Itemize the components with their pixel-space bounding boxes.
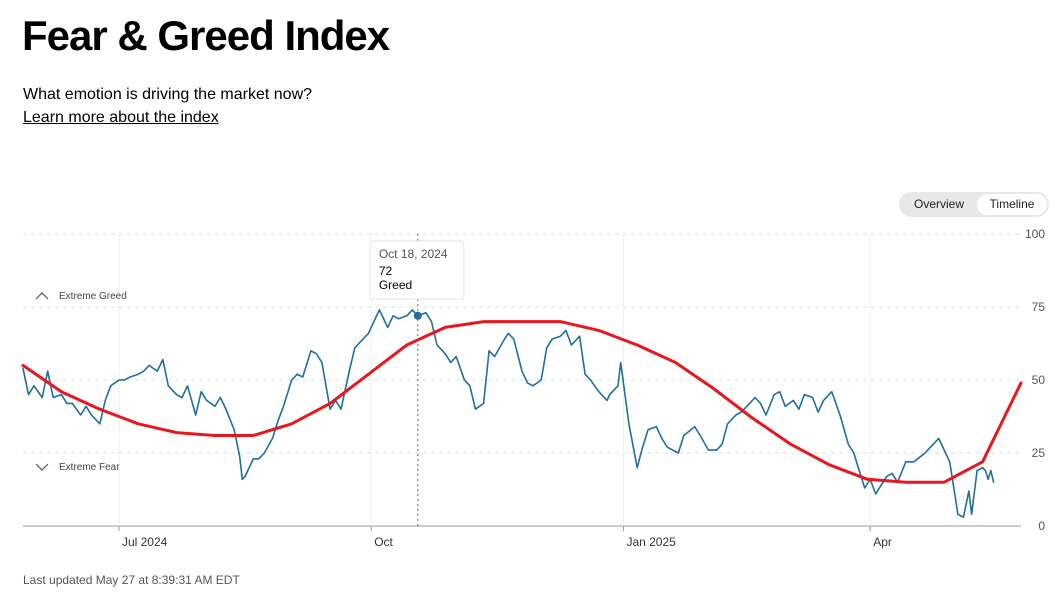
chart-series [21, 309, 1023, 518]
learn-more-link[interactable]: Learn more about the index [23, 109, 219, 126]
y-tick-label: 50 [1032, 373, 1046, 387]
tooltip-rating: Greed [379, 278, 412, 292]
x-tick-label: Oct [374, 535, 393, 549]
y-tick-label: 100 [1025, 227, 1045, 241]
chart-grid [23, 233, 1021, 527]
x-tick-label: Apr [873, 535, 892, 549]
trend-line [21, 320, 1023, 484]
overview-tab[interactable]: Overview [913, 197, 964, 211]
y-tick-label: 25 [1032, 446, 1046, 460]
timeline-tab[interactable]: Timeline [977, 194, 1047, 215]
tooltip-date: Oct 18, 2024 [379, 247, 448, 261]
tooltip-box [369, 240, 465, 300]
index-line [22, 309, 995, 518]
page-title: Fear & Greed Index [22, 12, 390, 59]
zone-label: Extreme Fear [59, 462, 120, 473]
zone-label: Extreme Greed [59, 291, 127, 302]
y-tick-label: 75 [1032, 300, 1046, 314]
view-toggle: Overview Timeline [899, 192, 1049, 217]
x-tick-label: Jul 2024 [122, 535, 168, 549]
x-tick-label: Jan 2025 [626, 535, 676, 549]
tooltip-point [413, 311, 422, 320]
page-subtitle: What emotion is driving the market now? [23, 86, 313, 103]
y-tick-label: 0 [1038, 519, 1045, 533]
chevron-up-icon [35, 292, 49, 300]
fear-greed-timeline-chart: Extreme Greed Extreme Fear 0 25 50 75 100 Jul … [21, 227, 1046, 549]
chevron-down-icon [35, 463, 49, 471]
last-updated-text: Last updated May 27 at 8:39:31 AM EDT [23, 573, 240, 587]
tooltip-value: 72 [379, 264, 393, 278]
chart-axes: 0 25 50 75 100 Jul 2024 Oct Jan 2025 Apr [118, 227, 1046, 549]
chart-zone-labels: Extreme Greed Extreme Fear [35, 291, 127, 473]
